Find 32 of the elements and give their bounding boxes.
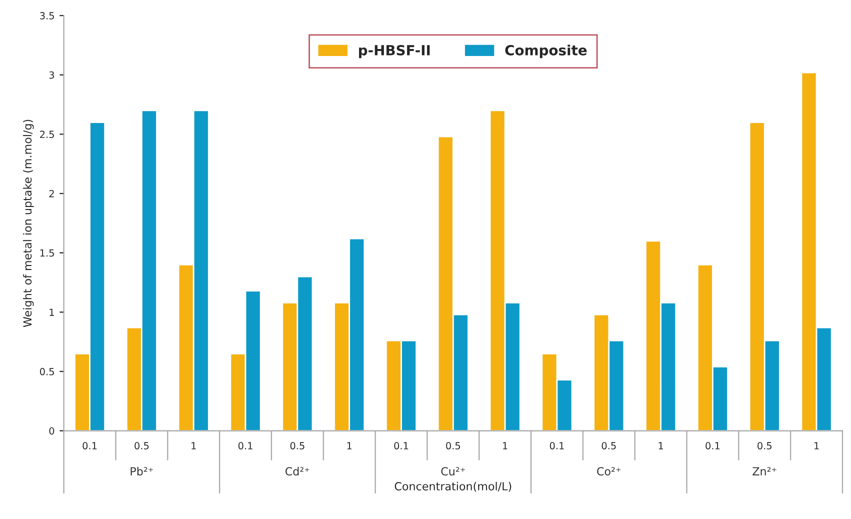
x-tick-label: 1 <box>503 442 508 450</box>
x-tick-label: 1 <box>814 442 819 450</box>
y-tick-label: 0.5 <box>40 368 54 376</box>
x-tick-label: 1 <box>658 442 663 450</box>
text: Co²⁺ <box>597 467 621 476</box>
x-tick-label: 0.5 <box>602 442 616 450</box>
x-tick-label: 0.5 <box>290 442 304 450</box>
x-tick-label: 0.1 <box>550 442 564 450</box>
text: Cu²⁺ <box>441 467 465 476</box>
text: Cd²⁺ <box>285 466 310 476</box>
x-tick-label: 0.5 <box>758 442 772 450</box>
y-axis-title: Weight of metal ion uptake (m.mol/g) <box>23 120 34 328</box>
x-axis-title: Concentration(mol/L) <box>394 482 512 492</box>
y-tick-label: 3.5 <box>40 12 54 20</box>
y-tick-label: 2 <box>49 190 54 198</box>
x-tick-label: 0.5 <box>446 442 460 450</box>
y-tick-label: 3 <box>49 71 54 79</box>
y-tick-label: 2.5 <box>40 130 54 138</box>
text: Zn²⁺ <box>752 467 776 476</box>
x-tick-label: 0.5 <box>134 442 149 450</box>
x-tick-label: 1 <box>192 442 196 450</box>
x-tick-label: 0.1 <box>82 442 97 450</box>
legend-label: p-HBSF-II <box>359 44 430 58</box>
y-tick-label: 1 <box>50 308 54 316</box>
legend-label: Composite <box>505 44 587 58</box>
y-tick-label: 0 <box>49 427 54 435</box>
x-tick-label: 0.1 <box>238 442 252 450</box>
x-tick-label: 1 <box>347 442 352 450</box>
x-tick-label: 0.1 <box>394 442 408 450</box>
x-tick-label: 0.1 <box>706 442 720 450</box>
text: Pb²⁺ <box>130 466 153 476</box>
y-tick-label: 1.5 <box>40 249 54 257</box>
